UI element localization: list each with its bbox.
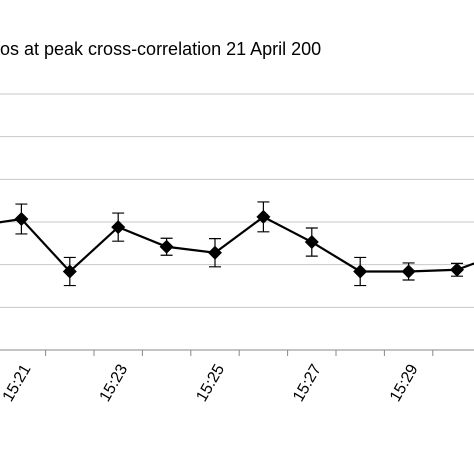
marker [353, 264, 368, 279]
marker [450, 262, 464, 277]
marker [208, 245, 222, 260]
x-tick-label: 15:23 [97, 362, 132, 405]
x-tick-label: 15:27 [290, 362, 325, 405]
marker [256, 209, 271, 224]
marker [159, 239, 174, 254]
line [0, 215, 474, 274]
marker [304, 235, 319, 250]
x-tick-label: 15:29 [387, 362, 422, 405]
marker [14, 212, 29, 227]
x-tick-label: 15:21 [0, 362, 35, 405]
marker [111, 220, 126, 235]
x-tick-label: 15:25 [193, 362, 228, 405]
chart-title: os at peak cross-correlation 21 April 20… [0, 39, 321, 59]
marker [62, 264, 77, 279]
marker [401, 264, 416, 279]
